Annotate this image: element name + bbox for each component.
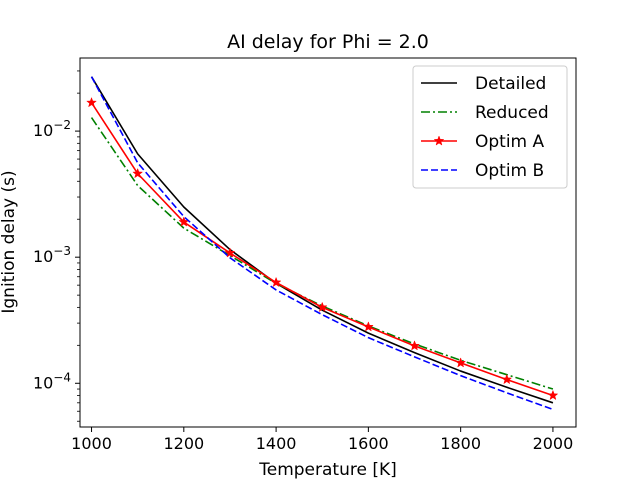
y-tick-label: 10−4 bbox=[33, 370, 71, 392]
chart-title: AI delay for Phi = 2.0 bbox=[227, 31, 429, 53]
series-line-optim-b bbox=[90, 76, 554, 411]
series-line-detailed bbox=[90, 76, 554, 404]
plot-area bbox=[86, 76, 559, 411]
y-axis: 10−4 10−3 10−2 bbox=[33, 70, 80, 422]
x-tick-label: 1200 bbox=[163, 434, 204, 453]
data-point-star bbox=[501, 373, 513, 385]
data-point-star bbox=[409, 340, 420, 351]
x-axis: 1000 1200 1400 1600 1800 2000 bbox=[71, 427, 573, 453]
legend-label: Optim B bbox=[475, 161, 544, 181]
data-point-star bbox=[132, 167, 144, 179]
y-axis-label: Ignition delay (s) bbox=[0, 170, 19, 313]
x-tick-label: 1400 bbox=[256, 434, 297, 453]
x-tick-label: 1800 bbox=[440, 434, 481, 453]
data-point-star bbox=[316, 301, 328, 312]
data-point-star bbox=[224, 247, 236, 258]
x-tick-label: 2000 bbox=[533, 434, 574, 453]
x-tick-label: 1600 bbox=[348, 434, 389, 453]
legend-label: Optim A bbox=[475, 132, 545, 152]
legend-box bbox=[412, 65, 568, 189]
legend-marker-star bbox=[433, 135, 445, 146]
data-point-star bbox=[270, 276, 282, 288]
data-point-star bbox=[86, 96, 97, 108]
y-tick-label: 10−3 bbox=[33, 244, 71, 266]
data-point-star bbox=[547, 389, 559, 401]
plot-frame bbox=[79, 57, 577, 428]
x-tick-label: 1000 bbox=[71, 434, 112, 453]
y-tick-label: 10−2 bbox=[33, 118, 71, 140]
series-line-reduced bbox=[90, 117, 554, 390]
data-point-star bbox=[362, 321, 374, 332]
legend: Detailed Reduced Optim A Optim B bbox=[412, 65, 568, 189]
legend-label: Detailed bbox=[475, 74, 546, 94]
x-axis-label: Temperature [K] bbox=[258, 460, 397, 480]
legend-label: Reduced bbox=[475, 103, 549, 123]
data-point-star bbox=[455, 357, 467, 368]
